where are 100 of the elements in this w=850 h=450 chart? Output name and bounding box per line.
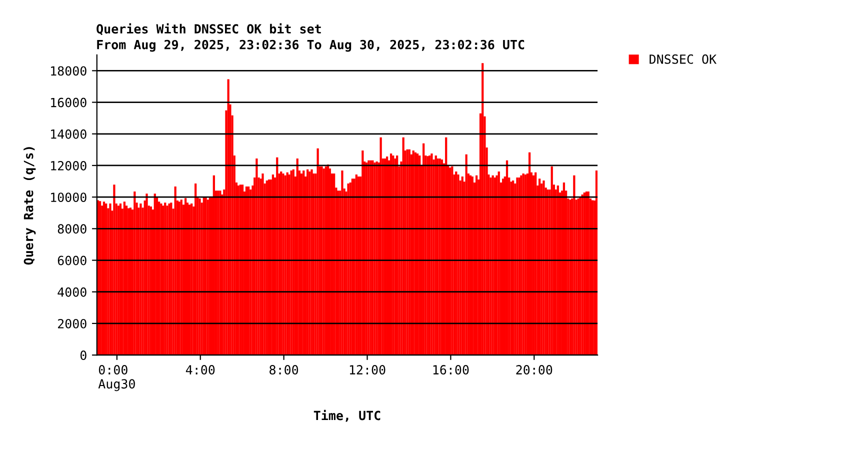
bar bbox=[506, 160, 508, 356]
bar bbox=[355, 174, 358, 356]
bar bbox=[174, 186, 176, 356]
bar bbox=[170, 202, 172, 356]
bar bbox=[581, 194, 584, 356]
x-tick-label: 20:00 bbox=[516, 365, 552, 375]
bar bbox=[158, 202, 160, 356]
y-tick-label: 2000 bbox=[58, 318, 86, 328]
bar bbox=[455, 171, 458, 356]
bar bbox=[534, 172, 537, 356]
bar bbox=[98, 201, 102, 356]
bar bbox=[129, 208, 132, 356]
bar bbox=[451, 166, 454, 356]
bar bbox=[262, 174, 264, 356]
bar bbox=[333, 174, 336, 356]
bar bbox=[146, 194, 148, 356]
x-tick-label: 0:00 Aug30 bbox=[98, 365, 135, 392]
y-tick-label: 16000 bbox=[51, 98, 86, 108]
bar bbox=[532, 175, 535, 356]
bar bbox=[266, 180, 268, 356]
bar bbox=[556, 186, 559, 356]
bar bbox=[282, 174, 284, 356]
bar bbox=[324, 166, 328, 356]
bar bbox=[276, 157, 278, 356]
bar bbox=[316, 148, 319, 356]
bar bbox=[436, 158, 439, 356]
bar bbox=[280, 171, 282, 356]
bar bbox=[520, 175, 522, 356]
bar bbox=[206, 200, 209, 356]
bar bbox=[239, 184, 242, 356]
bar bbox=[198, 198, 201, 356]
y-tick-label: 18000 bbox=[51, 66, 86, 76]
y-tick-label: 14000 bbox=[51, 129, 86, 139]
bar bbox=[595, 170, 598, 356]
bar bbox=[310, 169, 313, 356]
bar bbox=[119, 204, 122, 356]
bar bbox=[498, 171, 500, 356]
bar bbox=[457, 174, 460, 356]
bar bbox=[105, 204, 108, 356]
bar bbox=[550, 166, 553, 356]
bar bbox=[162, 206, 164, 356]
bar bbox=[290, 170, 292, 356]
legend-label: DNSSEC OK bbox=[650, 54, 717, 64]
bar bbox=[392, 156, 394, 356]
bar bbox=[482, 63, 484, 356]
bar bbox=[366, 162, 368, 356]
bar bbox=[416, 153, 419, 356]
bar bbox=[390, 153, 392, 356]
bar bbox=[164, 202, 166, 356]
bar bbox=[247, 186, 250, 356]
bar bbox=[306, 169, 309, 356]
bar bbox=[336, 190, 340, 356]
bar bbox=[351, 178, 354, 356]
bar bbox=[113, 184, 116, 356]
bar bbox=[123, 202, 126, 356]
bar bbox=[422, 143, 425, 356]
y-axis-title: Query Rate (q/s) bbox=[24, 147, 36, 265]
bar bbox=[440, 159, 443, 356]
bar bbox=[538, 178, 541, 356]
bar bbox=[374, 162, 376, 356]
bar bbox=[524, 174, 526, 356]
x-tick-label: 4:00 bbox=[186, 365, 215, 375]
bar bbox=[428, 156, 431, 356]
y-tick-label: 0 bbox=[80, 350, 86, 360]
bar bbox=[438, 158, 441, 356]
bar bbox=[426, 156, 429, 356]
bar bbox=[217, 190, 220, 356]
bar bbox=[585, 192, 588, 356]
bar bbox=[102, 202, 106, 356]
bar bbox=[194, 183, 197, 356]
y-tick-label: 4000 bbox=[58, 287, 86, 297]
chart-subtitle: From Aug 29, 2025, 23:02:36 To Aug 30, 2025, 23:02:36 UTC bbox=[97, 40, 524, 52]
bar bbox=[583, 192, 586, 356]
bar bbox=[490, 177, 492, 356]
bar bbox=[322, 168, 325, 356]
y-tick-label: 12000 bbox=[51, 160, 86, 170]
bar bbox=[190, 204, 193, 356]
bar bbox=[512, 180, 514, 356]
x-tick-label: 16:00 bbox=[433, 365, 469, 375]
chart-title: Queries With DNSSEC OK bit set bbox=[96, 23, 321, 36]
bar bbox=[357, 176, 360, 356]
bar bbox=[465, 154, 468, 356]
bar bbox=[372, 160, 374, 356]
bar bbox=[250, 189, 252, 356]
bar bbox=[117, 206, 120, 356]
bar bbox=[396, 156, 398, 356]
x-tick-label: 12:00 bbox=[350, 365, 386, 375]
bar bbox=[284, 175, 286, 356]
bar bbox=[166, 206, 168, 356]
bar bbox=[384, 158, 386, 356]
bar bbox=[414, 152, 416, 356]
bar bbox=[134, 192, 136, 356]
bar bbox=[430, 153, 433, 356]
bar bbox=[292, 169, 294, 356]
bar bbox=[256, 158, 258, 356]
bar bbox=[469, 175, 472, 356]
bar bbox=[347, 183, 350, 356]
bar bbox=[573, 175, 576, 356]
x-tick-label: 8:00 bbox=[270, 365, 298, 375]
bar bbox=[168, 204, 170, 356]
